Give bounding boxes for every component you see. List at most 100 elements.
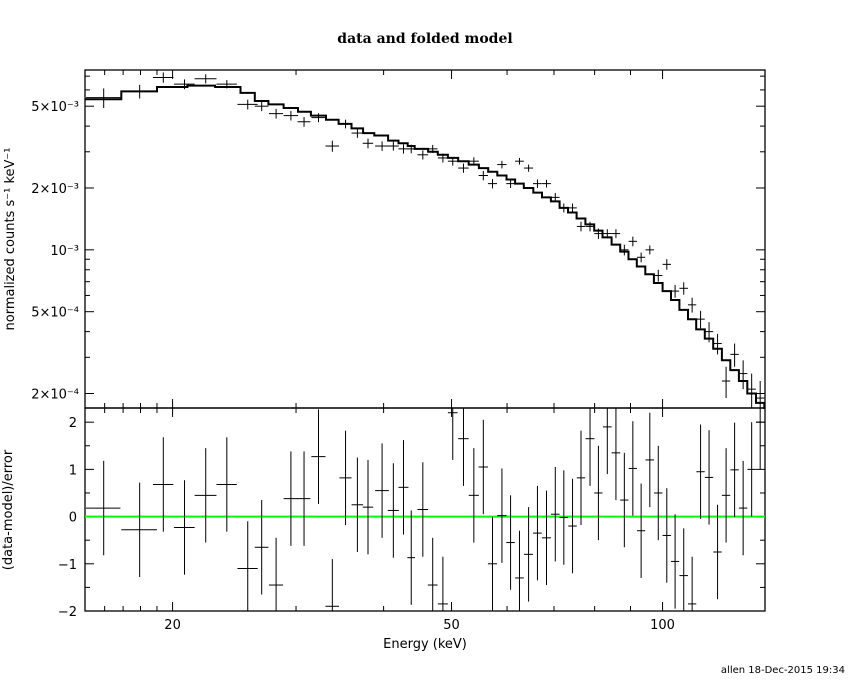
residual-point (351, 457, 364, 552)
data-point (387, 141, 399, 151)
x-axis-label: Energy (keV) (383, 637, 467, 652)
residual-point (611, 408, 621, 501)
residual-point (594, 445, 603, 541)
residual-point (747, 422, 756, 517)
residual-point (662, 488, 671, 583)
data-point (407, 144, 416, 154)
data-point (268, 108, 284, 119)
residual-point (550, 467, 560, 562)
residual-point (237, 521, 258, 611)
residual-point (524, 507, 534, 602)
residual-point (687, 556, 697, 611)
residual-point (637, 483, 646, 578)
y-tick-label: 5×10⁻⁴ (31, 306, 79, 321)
data-point (747, 373, 756, 408)
data-point (487, 179, 497, 189)
data-point (594, 228, 603, 239)
data-point (216, 80, 237, 89)
residual-point (713, 504, 722, 600)
data-point (542, 179, 551, 188)
data-point (533, 179, 542, 188)
residual-point (216, 437, 237, 532)
residual-point (121, 482, 157, 578)
data-point (121, 84, 157, 99)
timestamp: allen 18-Dec-2015 19:34 (721, 665, 845, 676)
residual-point (515, 530, 524, 611)
data-point (550, 193, 560, 202)
data-point (437, 153, 448, 163)
residual-point (568, 478, 577, 574)
residual-point (468, 448, 479, 543)
data-point (398, 144, 409, 154)
data-point (628, 236, 638, 247)
data-point (351, 128, 364, 138)
residual-point (283, 451, 299, 546)
residual-point (398, 440, 409, 535)
residual-point (654, 445, 663, 541)
residual-point (437, 556, 448, 611)
model-curve (85, 84, 766, 409)
residual-point (427, 537, 438, 611)
data-point (730, 343, 739, 367)
residual-point (339, 430, 352, 526)
residual-data (86, 408, 765, 611)
residual-point (86, 460, 121, 556)
residual-point (559, 470, 569, 565)
data-point (637, 252, 646, 263)
data-point (325, 140, 340, 152)
data-point (506, 179, 515, 188)
data-point (237, 99, 258, 110)
data-point (311, 113, 326, 123)
residual-y-tick-labels: 2 1 0 −1 −2 (58, 416, 77, 620)
data-point (568, 203, 577, 213)
residual-point (417, 462, 429, 557)
residual-frame (84, 407, 766, 612)
residual-point (325, 559, 340, 611)
x-tick-labels: 20 50 100 (164, 618, 675, 633)
data-point (524, 164, 534, 172)
data-point (679, 282, 688, 295)
data-point (86, 88, 121, 108)
data-point (497, 160, 507, 169)
residual-y-axis-label: (data-model)/error (1, 449, 16, 570)
data-point (738, 360, 748, 390)
data-point (458, 163, 469, 173)
residual-point (679, 528, 688, 611)
residual-point (542, 490, 551, 586)
residual-point (721, 448, 731, 543)
data-point (654, 269, 663, 282)
residual-point (696, 424, 705, 519)
data-point (194, 74, 217, 84)
residual-point (497, 468, 507, 563)
residual-point (730, 422, 739, 518)
spectrum-data (86, 72, 765, 408)
data-point (254, 101, 269, 112)
data-point (478, 170, 488, 181)
residual-point (268, 537, 284, 611)
data-point (687, 297, 697, 313)
y-tick-label: 2×10⁻³ (31, 182, 79, 197)
y-tick-label: 2 (69, 416, 77, 431)
chart-title: data and folded model (337, 31, 512, 47)
x-tick-label: 100 (650, 618, 675, 633)
residual-point (297, 451, 311, 546)
spectrum-y-axis-label: normalized counts s⁻¹ keV⁻¹ (3, 148, 18, 331)
residual-point (447, 408, 458, 460)
data-point (611, 229, 621, 239)
y-tick-label: 5×10⁻³ (31, 100, 79, 115)
data-point (297, 116, 311, 127)
y-tick-label: 2×10⁻⁴ (31, 387, 79, 402)
residual-point (738, 460, 748, 556)
data-point (704, 322, 714, 343)
data-point (576, 221, 586, 232)
x-tick-label: 50 (443, 618, 460, 633)
residual-point (362, 459, 374, 555)
data-point (447, 156, 458, 166)
residual-point (585, 408, 595, 486)
spectrum-y-tick-labels: 5×10⁻³ 2×10⁻³ 10⁻³ 5×10⁻⁴ 2×10⁻⁴ (31, 100, 79, 402)
y-tick-label: 10⁻³ (50, 244, 79, 259)
residual-point (174, 480, 195, 575)
residual-point (375, 443, 389, 538)
data-point (375, 141, 389, 151)
